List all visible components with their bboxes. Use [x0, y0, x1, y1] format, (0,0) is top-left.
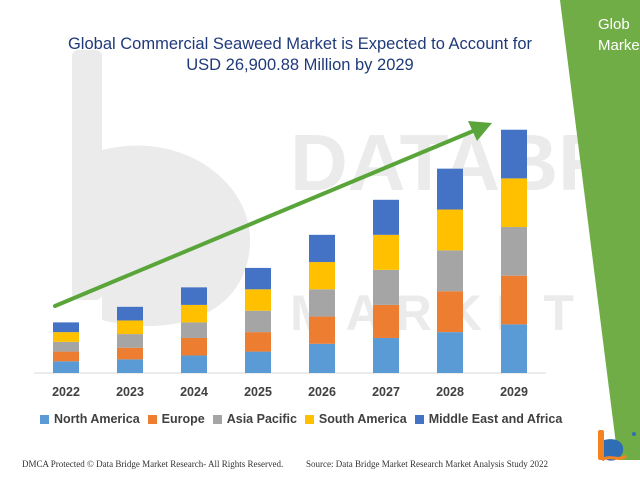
- bar-segment-2028-middle-east-and-africa: [437, 168, 463, 210]
- bar-segment-2027-middle-east-and-africa: [373, 199, 399, 235]
- bars-group: [53, 129, 527, 373]
- bar-segment-2023-north-america: [117, 359, 143, 373]
- side-panel-line2: Marke: [598, 37, 640, 54]
- trend-arrow-head: [468, 121, 492, 141]
- bar-segment-2023-europe: [117, 347, 143, 360]
- bar-segment-2028-asia-pacific: [437, 250, 463, 292]
- chart-title: Global Commercial Seaweed Market is Expe…: [50, 34, 550, 76]
- bar-segment-2024-asia-pacific: [181, 322, 207, 338]
- legend-item: Europe: [147, 412, 205, 426]
- chart-legend: North America Europe Asia Pacific South Ame…: [40, 410, 563, 428]
- legend-swatch: [304, 414, 314, 424]
- x-tick-label: 2029: [500, 385, 528, 399]
- bar-segment-2026-middle-east-and-africa: [309, 234, 335, 263]
- bar-segment-2029-north-america: [501, 324, 527, 373]
- bar-segment-2024-middle-east-and-africa: [181, 287, 207, 305]
- x-tick-labels: 2022 2023 2024 2025 2026 2027 2028 2029: [52, 385, 528, 399]
- x-tick-label: 2025: [244, 385, 272, 399]
- side-panel-line1: Glob: [598, 16, 630, 33]
- legend-item: South America: [304, 412, 407, 426]
- bar-segment-2026-asia-pacific: [309, 289, 335, 317]
- side-panel-shape: [560, 0, 640, 460]
- bar-segment-2023-middle-east-and-africa: [117, 306, 143, 321]
- legend-label: North America: [54, 412, 140, 426]
- bar-segment-2026-south-america: [309, 262, 335, 290]
- bar-segment-2023-asia-pacific: [117, 334, 143, 348]
- legend-item: North America: [40, 412, 140, 426]
- bar-segment-2029-south-america: [501, 178, 527, 228]
- bar-segment-2028-south-america: [437, 209, 463, 251]
- bar-segment-2024-europe: [181, 337, 207, 356]
- bar-segment-2025-asia-pacific: [245, 310, 271, 333]
- bar-segment-2022-europe: [53, 351, 79, 362]
- bar-segment-2025-north-america: [245, 351, 271, 373]
- x-tick-label: 2022: [52, 385, 80, 399]
- bar-segment-2027-asia-pacific: [373, 269, 399, 305]
- chart-title-line2: USD 26,900.88 Million by 2029: [186, 56, 414, 74]
- legend-swatch: [40, 414, 49, 424]
- legend-label: Asia Pacific: [226, 412, 297, 426]
- legend-item: Asia Pacific: [212, 412, 297, 426]
- bar-segment-2027-europe: [373, 304, 399, 338]
- x-tick-label: 2024: [180, 385, 208, 399]
- legend-label: Middle East and Africa: [428, 412, 563, 426]
- bar-segment-2022-asia-pacific: [53, 341, 79, 352]
- trend-arrow: [53, 121, 492, 308]
- bar-segment-2022-north-america: [53, 361, 79, 373]
- bar-segment-2028-north-america: [437, 332, 463, 373]
- x-tick-label: 2023: [116, 385, 144, 399]
- bar-segment-2025-europe: [245, 332, 271, 352]
- footer-source: Source: Data Bridge Market Research Mark…: [306, 459, 548, 469]
- bar-segment-2025-south-america: [245, 289, 271, 311]
- bar-segment-2026-europe: [309, 316, 335, 344]
- bar-segment-2029-europe: [501, 275, 527, 325]
- legend-swatch: [414, 414, 424, 424]
- bar-segment-2029-asia-pacific: [501, 227, 527, 276]
- footer-copyright: DMCA Protected © Data Bridge Market Rese…: [22, 459, 284, 469]
- bar-segment-2022-middle-east-and-africa: [53, 322, 79, 333]
- bar-segment-2028-europe: [437, 291, 463, 333]
- chart-title-line1: Global Commercial Seaweed Market is Expe…: [67, 35, 533, 53]
- bar-segment-2026-north-america: [309, 343, 335, 373]
- bar-segment-2027-north-america: [373, 337, 399, 373]
- trend-arrow-line: [53, 127, 480, 308]
- bar-segment-2022-south-america: [53, 332, 79, 342]
- bar-segment-2024-south-america: [181, 304, 207, 323]
- legend-swatch: [147, 414, 157, 424]
- legend-swatch: [212, 414, 222, 424]
- brand-logo: [598, 430, 636, 462]
- x-tick-label: 2028: [436, 385, 464, 399]
- bar-segment-2025-middle-east-and-africa: [245, 267, 271, 290]
- legend-label: Europe: [161, 412, 205, 426]
- x-tick-label: 2026: [308, 385, 336, 399]
- bar-segment-2024-north-america: [181, 355, 207, 373]
- bar-segment-2027-south-america: [373, 234, 399, 270]
- legend-item: Middle East and Africa: [414, 412, 563, 426]
- bar-segment-2029-middle-east-and-africa: [501, 129, 527, 179]
- x-tick-label: 2027: [372, 385, 400, 399]
- svg-text:MARKET RE: MARKET RE: [290, 285, 640, 341]
- side-panel-text: Glob Marke: [576, 14, 640, 56]
- bar-segment-2023-south-america: [117, 320, 143, 335]
- legend-label: South America: [318, 412, 407, 426]
